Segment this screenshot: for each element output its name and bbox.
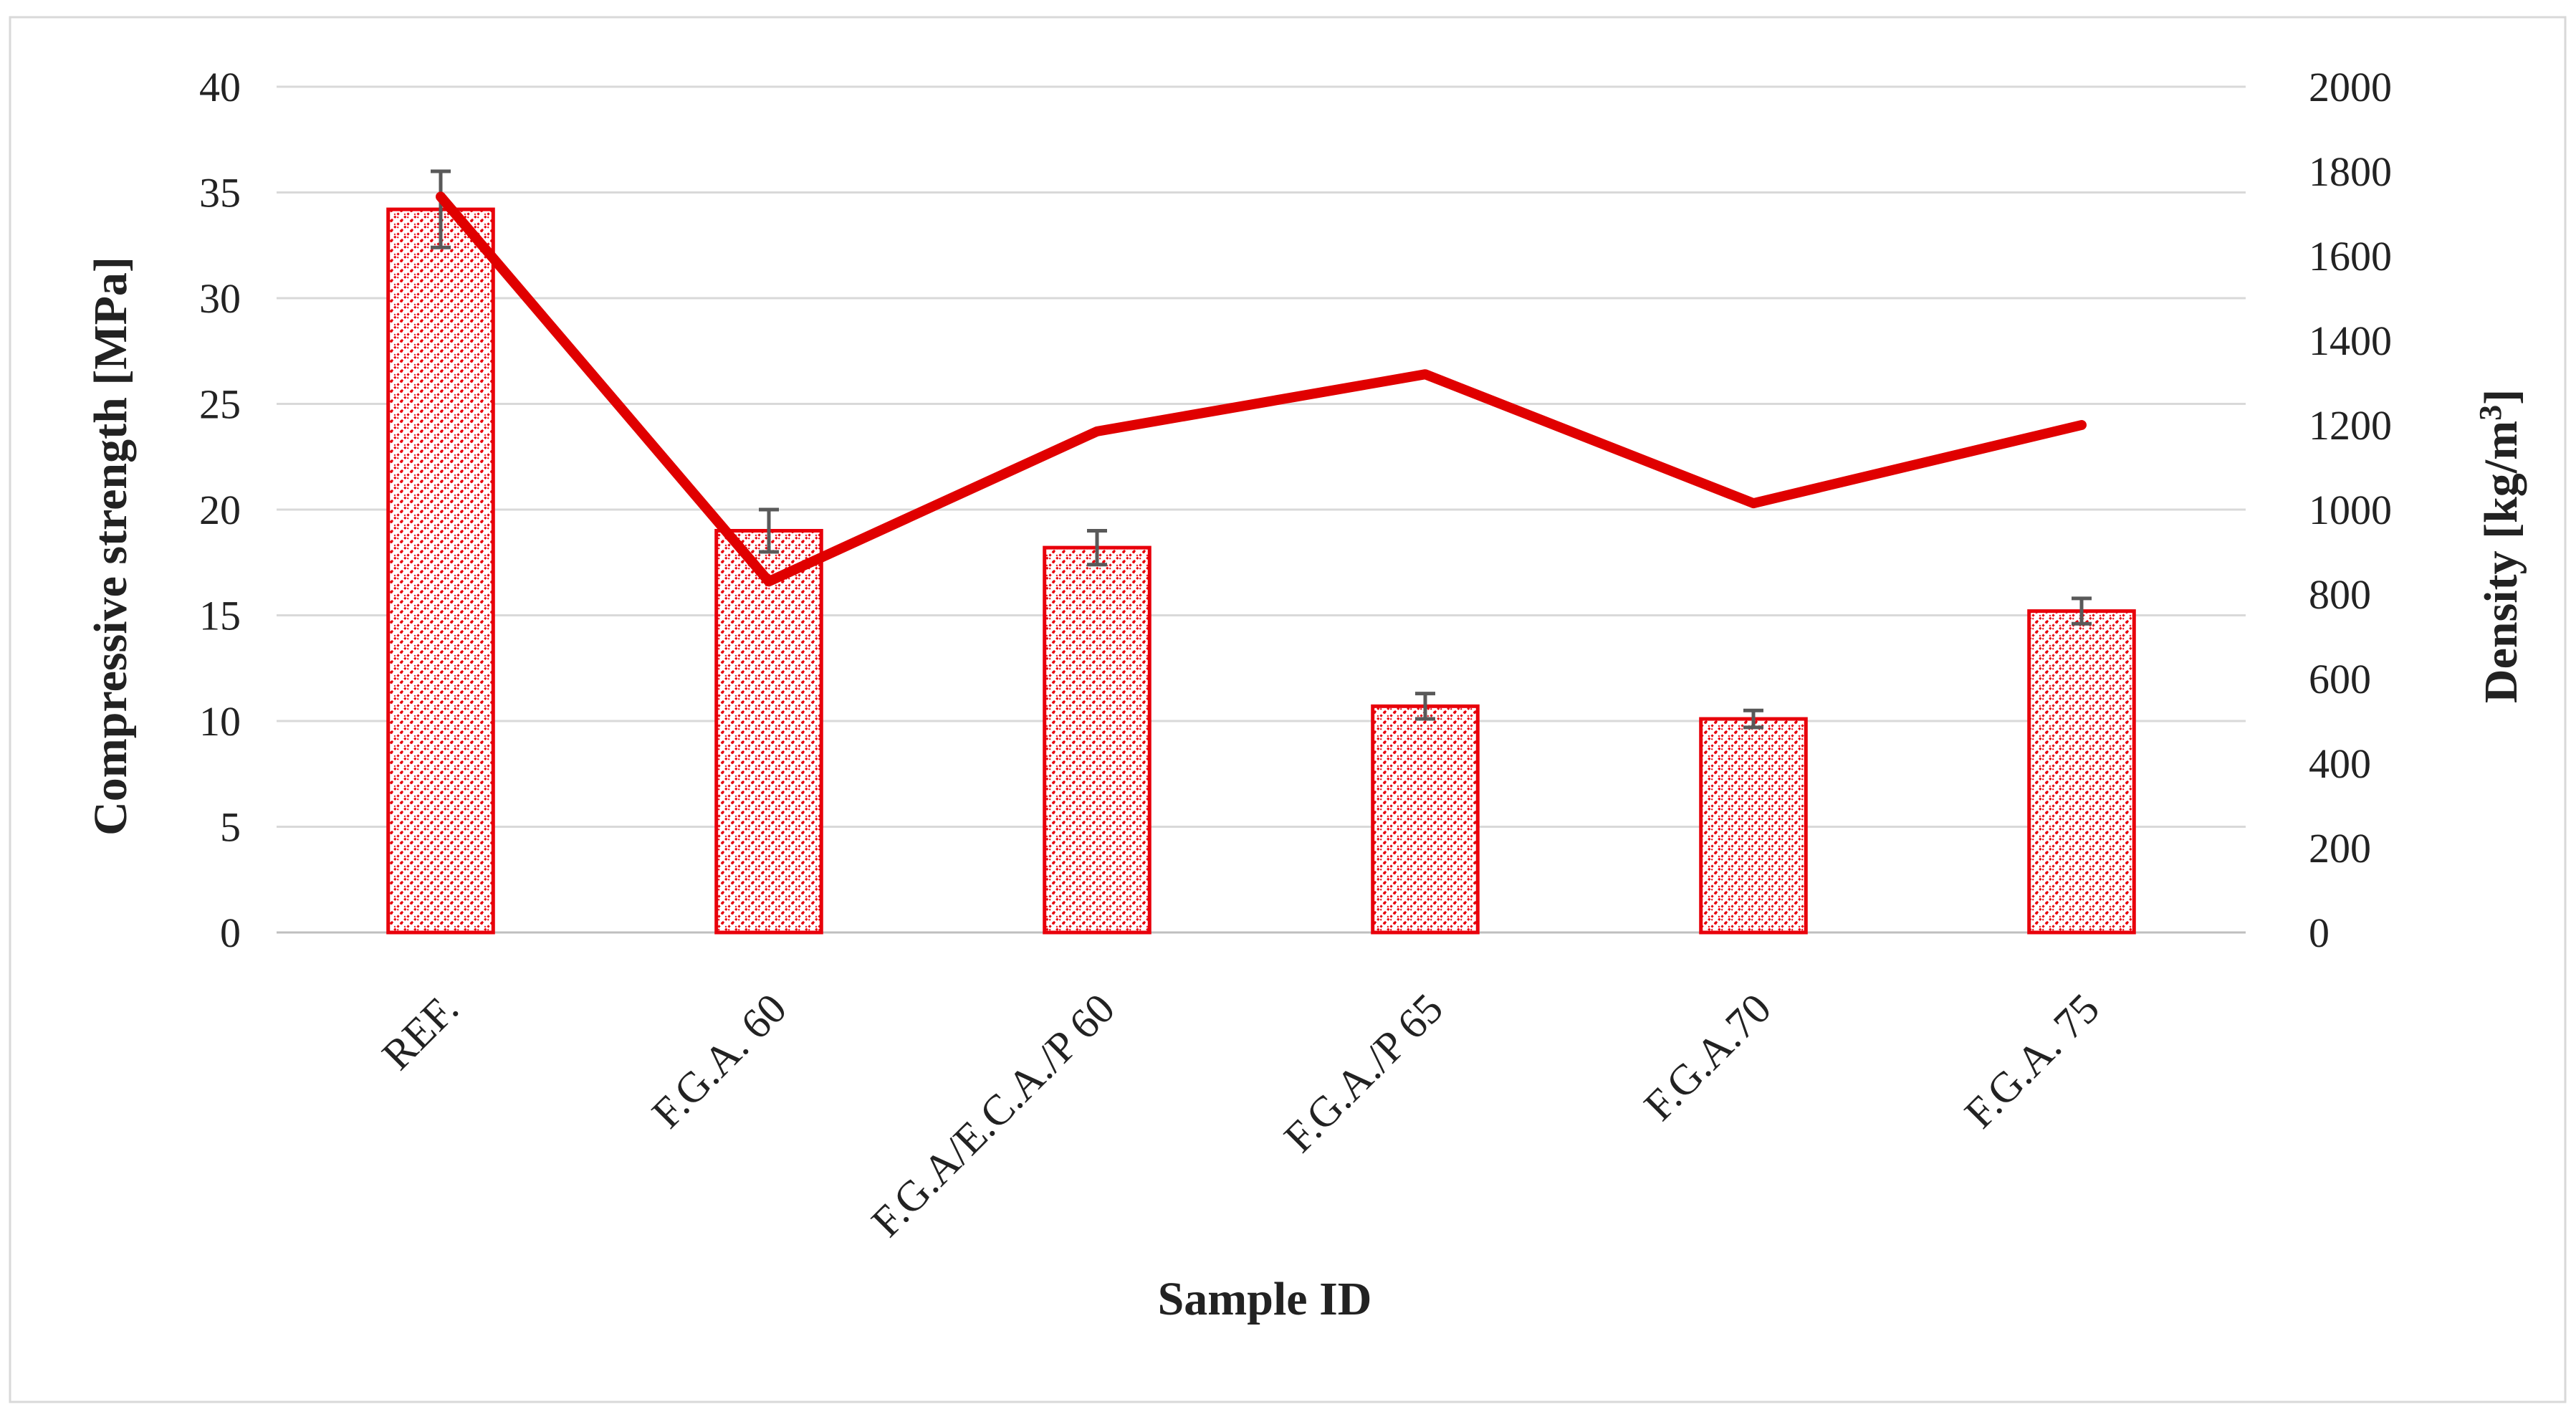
left-tick-label: 0 xyxy=(220,910,241,956)
density-point xyxy=(1096,430,1098,432)
density-series-line xyxy=(436,191,2087,587)
right-tick-label: 1000 xyxy=(2309,487,2392,533)
density-line xyxy=(436,191,2087,587)
density-point xyxy=(440,196,441,198)
right-axis-title: Density [kg/m3] xyxy=(2473,389,2527,703)
left-tick-label: 15 xyxy=(199,593,241,639)
right-tick-label: 2000 xyxy=(2309,64,2392,110)
left-tick-label: 10 xyxy=(199,698,241,745)
density-point xyxy=(1753,502,1754,505)
bar xyxy=(1699,717,1808,935)
left-tick-label: 25 xyxy=(199,381,241,428)
right-tick-label: 1200 xyxy=(2309,402,2392,449)
right-tick-label: 200 xyxy=(2309,825,2371,872)
right-tick-label: 1400 xyxy=(2309,318,2392,364)
left-tick-label: 40 xyxy=(199,64,241,110)
left-axis-title: Compressive strength [MPa] xyxy=(85,257,137,836)
bar xyxy=(1043,545,1151,935)
bar xyxy=(1371,704,1480,935)
left-tick-label: 20 xyxy=(199,487,241,533)
bar xyxy=(2027,609,2136,935)
right-tick-label: 1600 xyxy=(2309,233,2392,280)
density-point xyxy=(1425,373,1426,376)
density-point xyxy=(2081,424,2082,426)
right-tick-label: 600 xyxy=(2309,656,2371,702)
error-bars xyxy=(431,169,2092,730)
right-tick-label: 1800 xyxy=(2309,148,2392,195)
right-tick-label: 0 xyxy=(2309,910,2330,956)
density-point xyxy=(768,581,770,583)
left-tick-label: 5 xyxy=(220,804,241,851)
bar xyxy=(714,529,823,935)
left-tick-label: 30 xyxy=(199,275,241,322)
right-axis-ticks: 0 200 400 600 800 1000 1200 1400 1600 1800 2000 xyxy=(2309,64,2392,956)
bar xyxy=(386,207,495,935)
left-tick-label: 35 xyxy=(199,170,241,216)
left-axis-ticks: 0 5 10 15 20 25 30 35 40 xyxy=(199,64,241,956)
right-tick-label: 400 xyxy=(2309,740,2371,787)
right-tick-label: 800 xyxy=(2309,571,2371,618)
x-axis-title: Sample ID xyxy=(1158,1273,1372,1325)
